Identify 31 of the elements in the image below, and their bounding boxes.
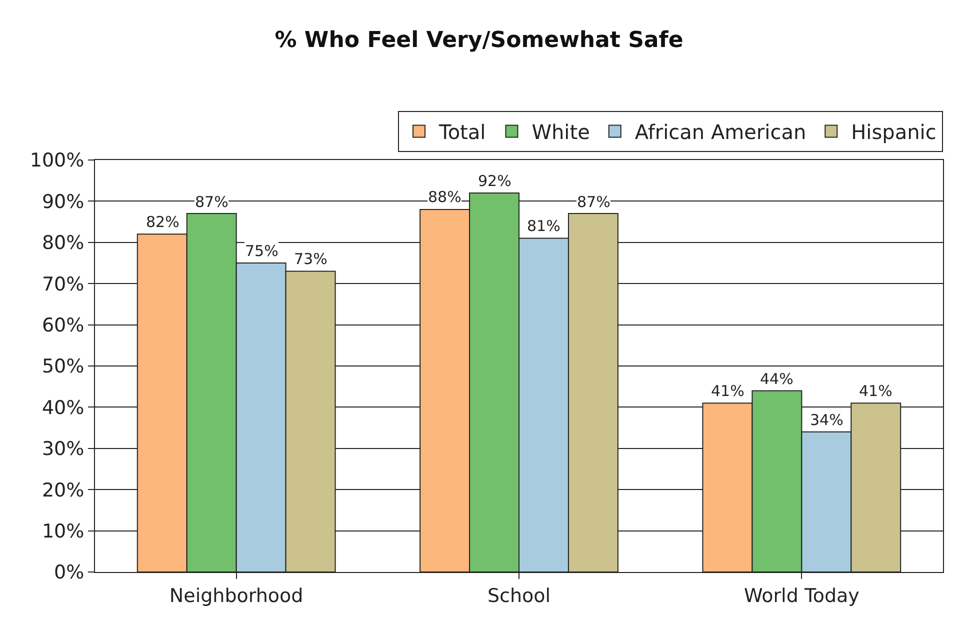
data-label: 81% — [527, 217, 560, 235]
data-label: 34% — [810, 411, 844, 429]
legend-label: Total — [438, 120, 486, 144]
data-label: 75% — [245, 242, 278, 260]
x-tick-label: Neighborhood — [169, 584, 304, 607]
x-tick-label: School — [487, 584, 551, 607]
data-label: 73% — [294, 250, 328, 268]
data-label: 87% — [195, 193, 228, 211]
data-label: 87% — [577, 193, 610, 211]
y-tick-label: 80% — [42, 232, 84, 254]
legend-label: White — [532, 120, 590, 144]
chart-title: % Who Feel Very/Somewhat Safe — [274, 28, 684, 53]
data-label: 41% — [859, 382, 892, 400]
y-tick-label: 40% — [42, 396, 84, 419]
data-label: 88% — [428, 188, 462, 206]
x-tick-label: World Today — [744, 584, 860, 607]
data-label: 41% — [711, 382, 744, 400]
y-tick-label: 70% — [42, 273, 84, 296]
y-tick-label: 60% — [42, 314, 84, 336]
data-label: 92% — [478, 172, 512, 190]
y-tick-label: 30% — [42, 438, 84, 460]
y-tick-label: 10% — [42, 520, 84, 542]
y-tick-label: 0% — [54, 562, 84, 584]
y-tick-label: 50% — [42, 356, 84, 378]
y-tick-label: 20% — [42, 479, 84, 502]
y-tick-label: 100% — [30, 150, 84, 172]
data-label: 82% — [146, 213, 180, 231]
data-label: 44% — [760, 370, 794, 388]
legend-label: Hispanic — [851, 120, 936, 144]
legend-label: African American — [634, 120, 806, 144]
y-tick-label: 90% — [42, 190, 84, 213]
